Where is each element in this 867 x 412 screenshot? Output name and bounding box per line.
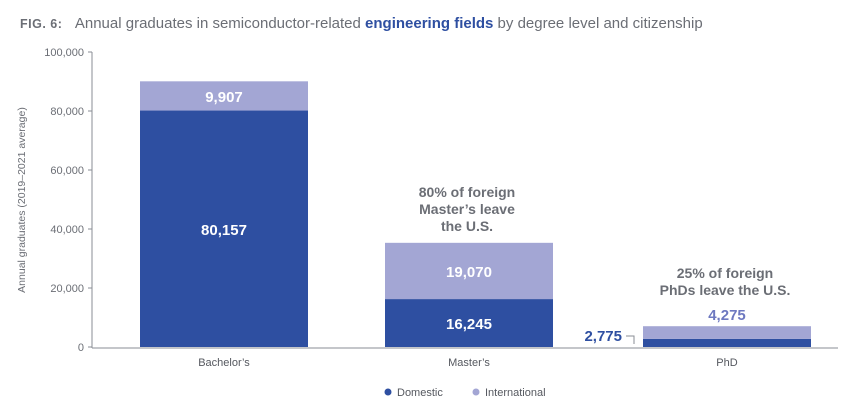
x-category-label: Bachelor’s [198, 357, 250, 369]
annotation-line: 80% of foreign [419, 184, 515, 200]
data-label-domestic: 2,775 [584, 328, 622, 345]
y-tick-label: 20,000 [50, 283, 84, 295]
y-tick-label: 40,000 [50, 224, 84, 236]
bar-international [385, 242, 553, 300]
data-label-international: 9,907 [205, 89, 243, 106]
title-part-end: by degree level and citizenship [493, 15, 702, 32]
annotation-line: PhDs leave the U.S. [660, 282, 791, 298]
legend-swatch [472, 388, 480, 396]
data-label-domestic: 80,157 [201, 222, 247, 239]
label-leader-line [626, 335, 635, 344]
data-label-international: 19,070 [446, 264, 492, 281]
x-category-label: Master’s [448, 357, 490, 369]
axes: 0 20,000 40,000 60,000 80,000 100,000 Annual g… [16, 47, 838, 369]
annotation-line: the U.S. [441, 218, 493, 234]
title-part: Annual graduates in semiconductor-relate… [75, 15, 365, 32]
y-tick-label: 0 [78, 342, 84, 354]
legend-label: International [485, 387, 546, 399]
annotation-line: 25% of foreign [677, 265, 773, 281]
value-labels: 80,157 9,907 16,245 19,070 2,775 4,275 [201, 89, 746, 345]
x-category-label: PhD [716, 357, 737, 369]
bar-domestic [643, 338, 811, 347]
title-emphasis: engineering fields [365, 15, 493, 32]
legend: Domestic International [384, 387, 546, 399]
bar-domestic [385, 299, 553, 347]
data-label-domestic: 16,245 [446, 316, 492, 333]
bars [140, 81, 811, 347]
y-tick-label: 80,000 [50, 106, 84, 118]
figure-label: FIG. 6: [20, 17, 62, 31]
chart-title: FIG. 6: Annual graduates in semiconducto… [20, 15, 703, 32]
annotations: 80% of foreign Master’s leave the U.S. 25% … [419, 184, 791, 298]
bar-domestic [140, 110, 308, 347]
annotation-note: 25% of foreign PhDs leave the U.S. [660, 265, 791, 298]
bar-international [140, 81, 308, 111]
legend-swatch [384, 388, 392, 396]
y-tick-label: 100,000 [44, 47, 84, 59]
annotation-note: 80% of foreign Master’s leave the U.S. [419, 184, 515, 234]
bar-international [643, 326, 811, 339]
legend-label: Domestic [397, 387, 443, 399]
data-label-international: 4,275 [708, 307, 746, 324]
y-tick-label: 60,000 [50, 165, 84, 177]
y-axis-label: Annual graduates (2019–2021 average) [16, 107, 28, 293]
annotation-line: Master’s leave [419, 201, 515, 217]
